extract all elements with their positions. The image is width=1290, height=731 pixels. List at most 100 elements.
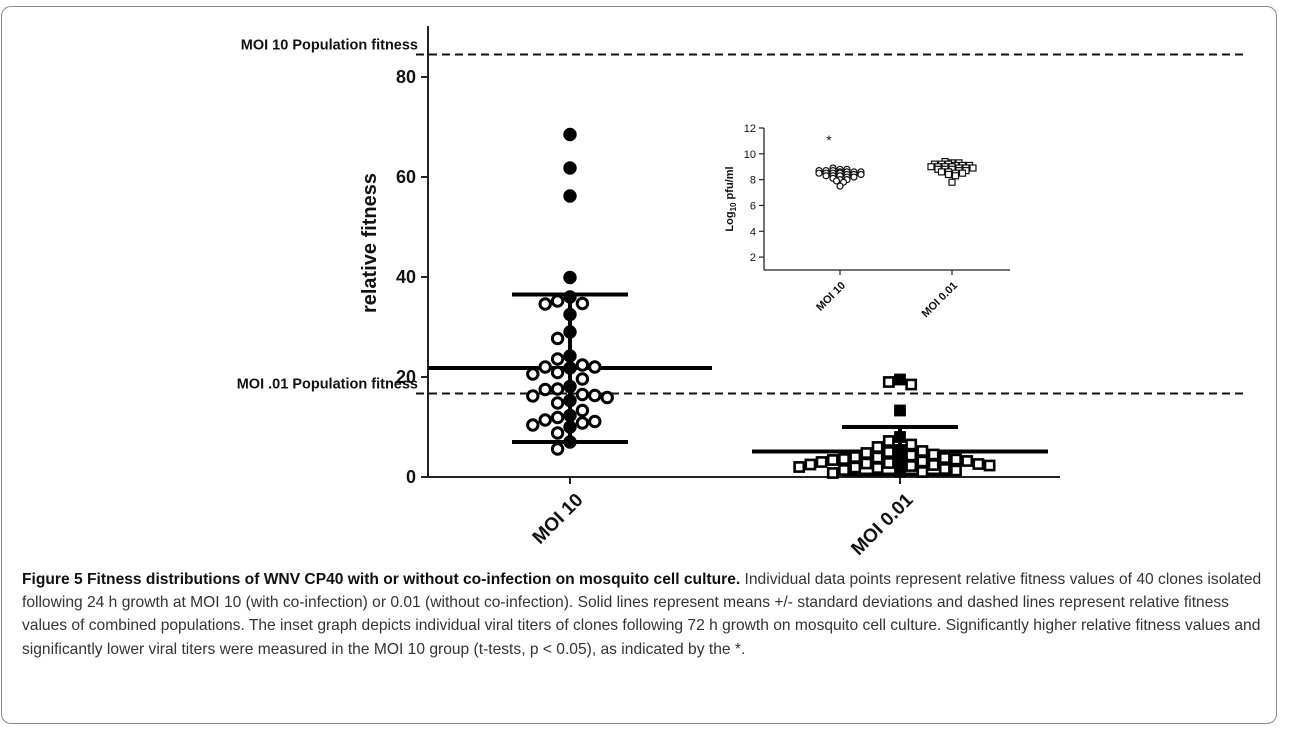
data-point: [871, 441, 884, 453]
data-point: [588, 388, 602, 403]
data-point: [905, 460, 918, 472]
inset-data-point: [832, 177, 841, 185]
inset-y-axis-label: Log10 pfu/ml: [724, 166, 738, 231]
data-point: [894, 465, 906, 478]
data-point: [526, 367, 540, 381]
data-point: [538, 413, 552, 427]
y-tick-label: 0: [406, 467, 416, 487]
data-point: [563, 379, 577, 394]
inset-data-point: [850, 173, 858, 181]
data-point: [961, 455, 974, 467]
inset-data-point: [958, 169, 967, 177]
data-point: [575, 387, 590, 402]
data-point: [575, 296, 590, 311]
data-point: [550, 426, 565, 440]
data-point: [575, 403, 590, 418]
data-point: [563, 435, 577, 449]
data-point: [905, 449, 918, 462]
data-point: [563, 127, 577, 142]
inset-y-label-base: Log: [724, 211, 736, 231]
y-tick-label: 40: [396, 267, 416, 287]
inset-data-point: [815, 169, 823, 177]
y-axis-label: relative fitness: [359, 173, 381, 313]
data-point: [550, 396, 565, 410]
data-point: [860, 457, 873, 470]
data-point: [882, 376, 895, 388]
inset-data-point: [836, 182, 844, 190]
data-point: [894, 454, 906, 467]
x-tick-label: MOI 0.01: [847, 489, 917, 559]
inset-y-tick-label: 2: [750, 252, 756, 264]
y-tick-label: 80: [396, 67, 416, 87]
inset-data-point: [937, 168, 946, 176]
inset-data-point: [948, 178, 956, 186]
inset-y-tick-label: 8: [750, 175, 756, 187]
data-point: [550, 442, 565, 456]
data-point: [563, 393, 577, 408]
data-point: [972, 458, 985, 470]
inset-x-tick-label: MOI 0.01: [920, 280, 960, 320]
significance-annotation: *: [826, 132, 832, 148]
data-point: [538, 297, 552, 311]
inset-data-point: [944, 170, 953, 179]
data-point: [916, 455, 929, 468]
data-point: [563, 270, 577, 285]
data-point: [882, 446, 895, 458]
data-point: [575, 358, 590, 372]
data-point: [563, 161, 577, 175]
inset-data-point: [927, 163, 935, 171]
x-tick-label: MOI 10: [529, 490, 588, 549]
data-point: [575, 416, 590, 430]
data-point: [927, 459, 940, 471]
data-point: [550, 294, 565, 308]
data-point: [793, 461, 806, 473]
data-point: [882, 435, 895, 447]
data-point: [550, 352, 565, 366]
inset-data-point: [951, 172, 960, 180]
data-point: [838, 464, 850, 476]
data-point: [550, 331, 565, 346]
data-point: [927, 448, 940, 461]
data-point: [526, 418, 540, 432]
data-point: [894, 373, 906, 386]
data-point: [916, 466, 929, 478]
data-point: [575, 372, 590, 386]
inset-data-point: [857, 170, 865, 179]
data-point: [838, 453, 850, 465]
inset-x-tick-label: MOI 10: [814, 280, 848, 314]
data-point: [950, 453, 962, 466]
data-point: [950, 464, 962, 477]
data-point: [538, 360, 552, 374]
data-point: [894, 444, 906, 456]
data-point: [938, 452, 951, 464]
data-point: [563, 290, 577, 304]
figure-frame: [1, 6, 1277, 724]
data-point: [826, 454, 839, 466]
data-point: [860, 447, 873, 459]
data-point: [563, 349, 577, 363]
data-point: [882, 457, 895, 469]
data-point: [563, 325, 577, 339]
data-point: [588, 414, 602, 429]
data-point: [905, 378, 918, 391]
data-point: [563, 408, 577, 423]
data-point: [550, 382, 565, 396]
data-point: [938, 463, 951, 475]
inset-y-tick-label: 6: [750, 200, 756, 212]
data-point: [871, 462, 884, 474]
inset-y-tick-label: 10: [744, 149, 756, 161]
data-point: [563, 420, 577, 434]
inset-data-point: [969, 164, 977, 172]
data-point: [826, 467, 839, 479]
data-point: [550, 410, 565, 425]
main-series: [428, 127, 1048, 479]
data-point: [815, 456, 828, 468]
data-point: [563, 189, 577, 203]
data-point: [894, 404, 906, 417]
y-tick-label: 60: [396, 167, 416, 187]
reference-lines: MOI 10 Population fitness MOI .01 Populat…: [237, 38, 1244, 395]
data-point: [588, 360, 602, 374]
data-point: [538, 382, 552, 397]
